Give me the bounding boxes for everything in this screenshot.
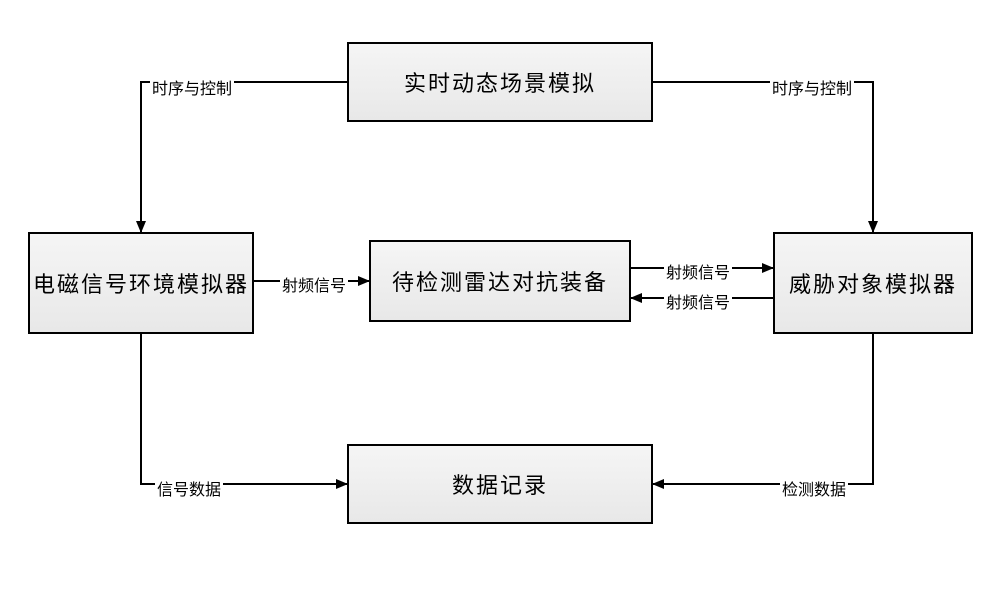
node-left: 电磁信号环境模拟器 (28, 232, 254, 334)
node-bottom-label: 数据记录 (452, 468, 548, 500)
node-bottom: 数据记录 (347, 444, 653, 524)
diagram-canvas: 实时动态场景模拟 电磁信号环境模拟器 待检测雷达对抗装备 威胁对象模拟器 数据记… (0, 0, 1000, 594)
edge-label-top-to-right: 时序与控制 (770, 75, 854, 99)
node-center-label: 待检测雷达对抗装备 (392, 265, 608, 297)
edge-top-to-right (653, 82, 873, 232)
edge-left-to-bottom (141, 334, 347, 484)
node-right: 威胁对象模拟器 (773, 232, 973, 334)
edge-label-top-to-left: 时序与控制 (150, 75, 234, 99)
node-top-label: 实时动态场景模拟 (404, 66, 596, 98)
edge-label-right-to-center: 射频信号 (664, 289, 732, 313)
edge-right-to-bottom (653, 334, 873, 484)
edge-label-center-to-right: 射频信号 (664, 259, 732, 283)
edge-label-left-to-center: 射频信号 (280, 272, 348, 296)
node-top: 实时动态场景模拟 (347, 42, 653, 122)
node-right-label: 威胁对象模拟器 (789, 267, 957, 299)
edge-label-right-to-bottom: 检测数据 (780, 476, 848, 500)
node-left-label: 电磁信号环境模拟器 (33, 267, 249, 299)
edge-label-left-to-bottom: 信号数据 (155, 476, 223, 500)
node-center: 待检测雷达对抗装备 (369, 240, 631, 322)
edge-top-to-left (141, 82, 347, 232)
